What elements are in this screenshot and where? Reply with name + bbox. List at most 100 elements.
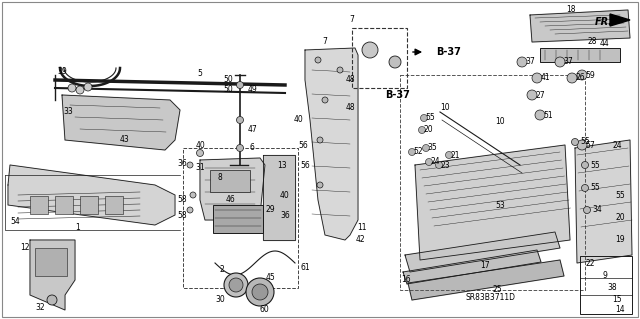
Text: 61: 61 (300, 263, 310, 272)
Circle shape (419, 127, 426, 133)
Text: 18: 18 (566, 4, 576, 13)
Circle shape (555, 57, 565, 67)
Text: 58: 58 (177, 196, 187, 204)
Text: 10: 10 (440, 103, 450, 113)
Text: 12: 12 (20, 243, 29, 253)
Circle shape (577, 70, 587, 80)
Text: 23: 23 (440, 160, 450, 169)
Text: 27: 27 (535, 91, 545, 100)
Bar (183, 148, 298, 288)
Text: 36: 36 (280, 211, 290, 219)
Text: 28: 28 (588, 38, 596, 47)
Text: SR83B3711D: SR83B3711D (465, 293, 515, 302)
Circle shape (422, 145, 429, 152)
Polygon shape (575, 140, 632, 263)
Text: 6: 6 (250, 144, 255, 152)
Text: 40: 40 (293, 115, 303, 124)
Polygon shape (405, 232, 560, 272)
Text: 37: 37 (563, 57, 573, 66)
Text: 40: 40 (195, 140, 205, 150)
Circle shape (567, 73, 577, 83)
Text: 47: 47 (247, 125, 257, 135)
Circle shape (517, 57, 527, 67)
Circle shape (322, 97, 328, 103)
Circle shape (582, 161, 589, 168)
Polygon shape (200, 158, 265, 220)
Text: 49: 49 (247, 85, 257, 94)
Bar (35, 248, 67, 276)
Text: 35: 35 (427, 144, 437, 152)
Text: 21: 21 (451, 151, 460, 160)
Polygon shape (408, 260, 564, 300)
Text: 29: 29 (265, 205, 275, 214)
Circle shape (229, 278, 243, 292)
Circle shape (535, 110, 545, 120)
Text: 7: 7 (323, 38, 328, 47)
Circle shape (317, 182, 323, 188)
Text: 43: 43 (120, 136, 130, 145)
Text: 20: 20 (423, 125, 433, 135)
Text: 8: 8 (218, 174, 222, 182)
Circle shape (187, 162, 193, 168)
Text: 32: 32 (35, 303, 45, 313)
Circle shape (187, 207, 193, 213)
Text: 55: 55 (580, 137, 590, 146)
Text: 2: 2 (220, 265, 225, 275)
Text: 17: 17 (480, 261, 490, 270)
Text: 52: 52 (413, 147, 423, 157)
Text: 38: 38 (607, 284, 617, 293)
Text: 13: 13 (277, 160, 287, 169)
Text: FR.: FR. (595, 17, 613, 27)
Polygon shape (305, 48, 358, 240)
Circle shape (389, 56, 401, 68)
Bar (210, 170, 250, 192)
Text: 37: 37 (525, 57, 535, 66)
Text: 57: 57 (585, 140, 595, 150)
Bar (400, 75, 585, 290)
Circle shape (527, 90, 537, 100)
Bar (540, 48, 620, 62)
Circle shape (582, 184, 589, 191)
Polygon shape (30, 240, 75, 310)
Text: 42: 42 (355, 235, 365, 244)
Text: 58: 58 (177, 211, 187, 219)
Circle shape (426, 159, 433, 166)
Bar (105, 196, 123, 214)
Polygon shape (403, 250, 541, 284)
Text: 55: 55 (425, 114, 435, 122)
Circle shape (315, 57, 321, 63)
Bar (213, 205, 263, 233)
Text: 56: 56 (300, 160, 310, 169)
Text: B-37: B-37 (385, 90, 410, 100)
Circle shape (408, 149, 415, 155)
Bar (80, 196, 98, 214)
Text: 56: 56 (298, 140, 308, 150)
Circle shape (252, 284, 268, 300)
Text: 53: 53 (495, 201, 505, 210)
Polygon shape (263, 155, 295, 240)
Text: 51: 51 (543, 110, 553, 120)
Text: 40: 40 (280, 190, 290, 199)
Circle shape (237, 116, 243, 123)
Text: 9: 9 (603, 271, 607, 279)
Circle shape (317, 137, 323, 143)
Polygon shape (8, 165, 175, 225)
Text: 7: 7 (349, 16, 355, 25)
Text: 50: 50 (223, 85, 233, 94)
Circle shape (435, 161, 442, 168)
Circle shape (190, 192, 196, 198)
Circle shape (224, 273, 248, 297)
Text: 44: 44 (599, 40, 609, 48)
Text: 20: 20 (615, 213, 625, 222)
Text: 36: 36 (177, 159, 187, 167)
Polygon shape (530, 10, 630, 42)
Bar (352, 28, 407, 88)
Text: 14: 14 (615, 306, 625, 315)
Text: 15: 15 (612, 295, 622, 305)
Text: 24: 24 (430, 158, 440, 167)
Text: 48: 48 (345, 103, 355, 113)
Circle shape (362, 42, 378, 58)
Text: 22: 22 (585, 259, 595, 269)
Text: 31: 31 (195, 164, 205, 173)
Circle shape (420, 115, 428, 122)
